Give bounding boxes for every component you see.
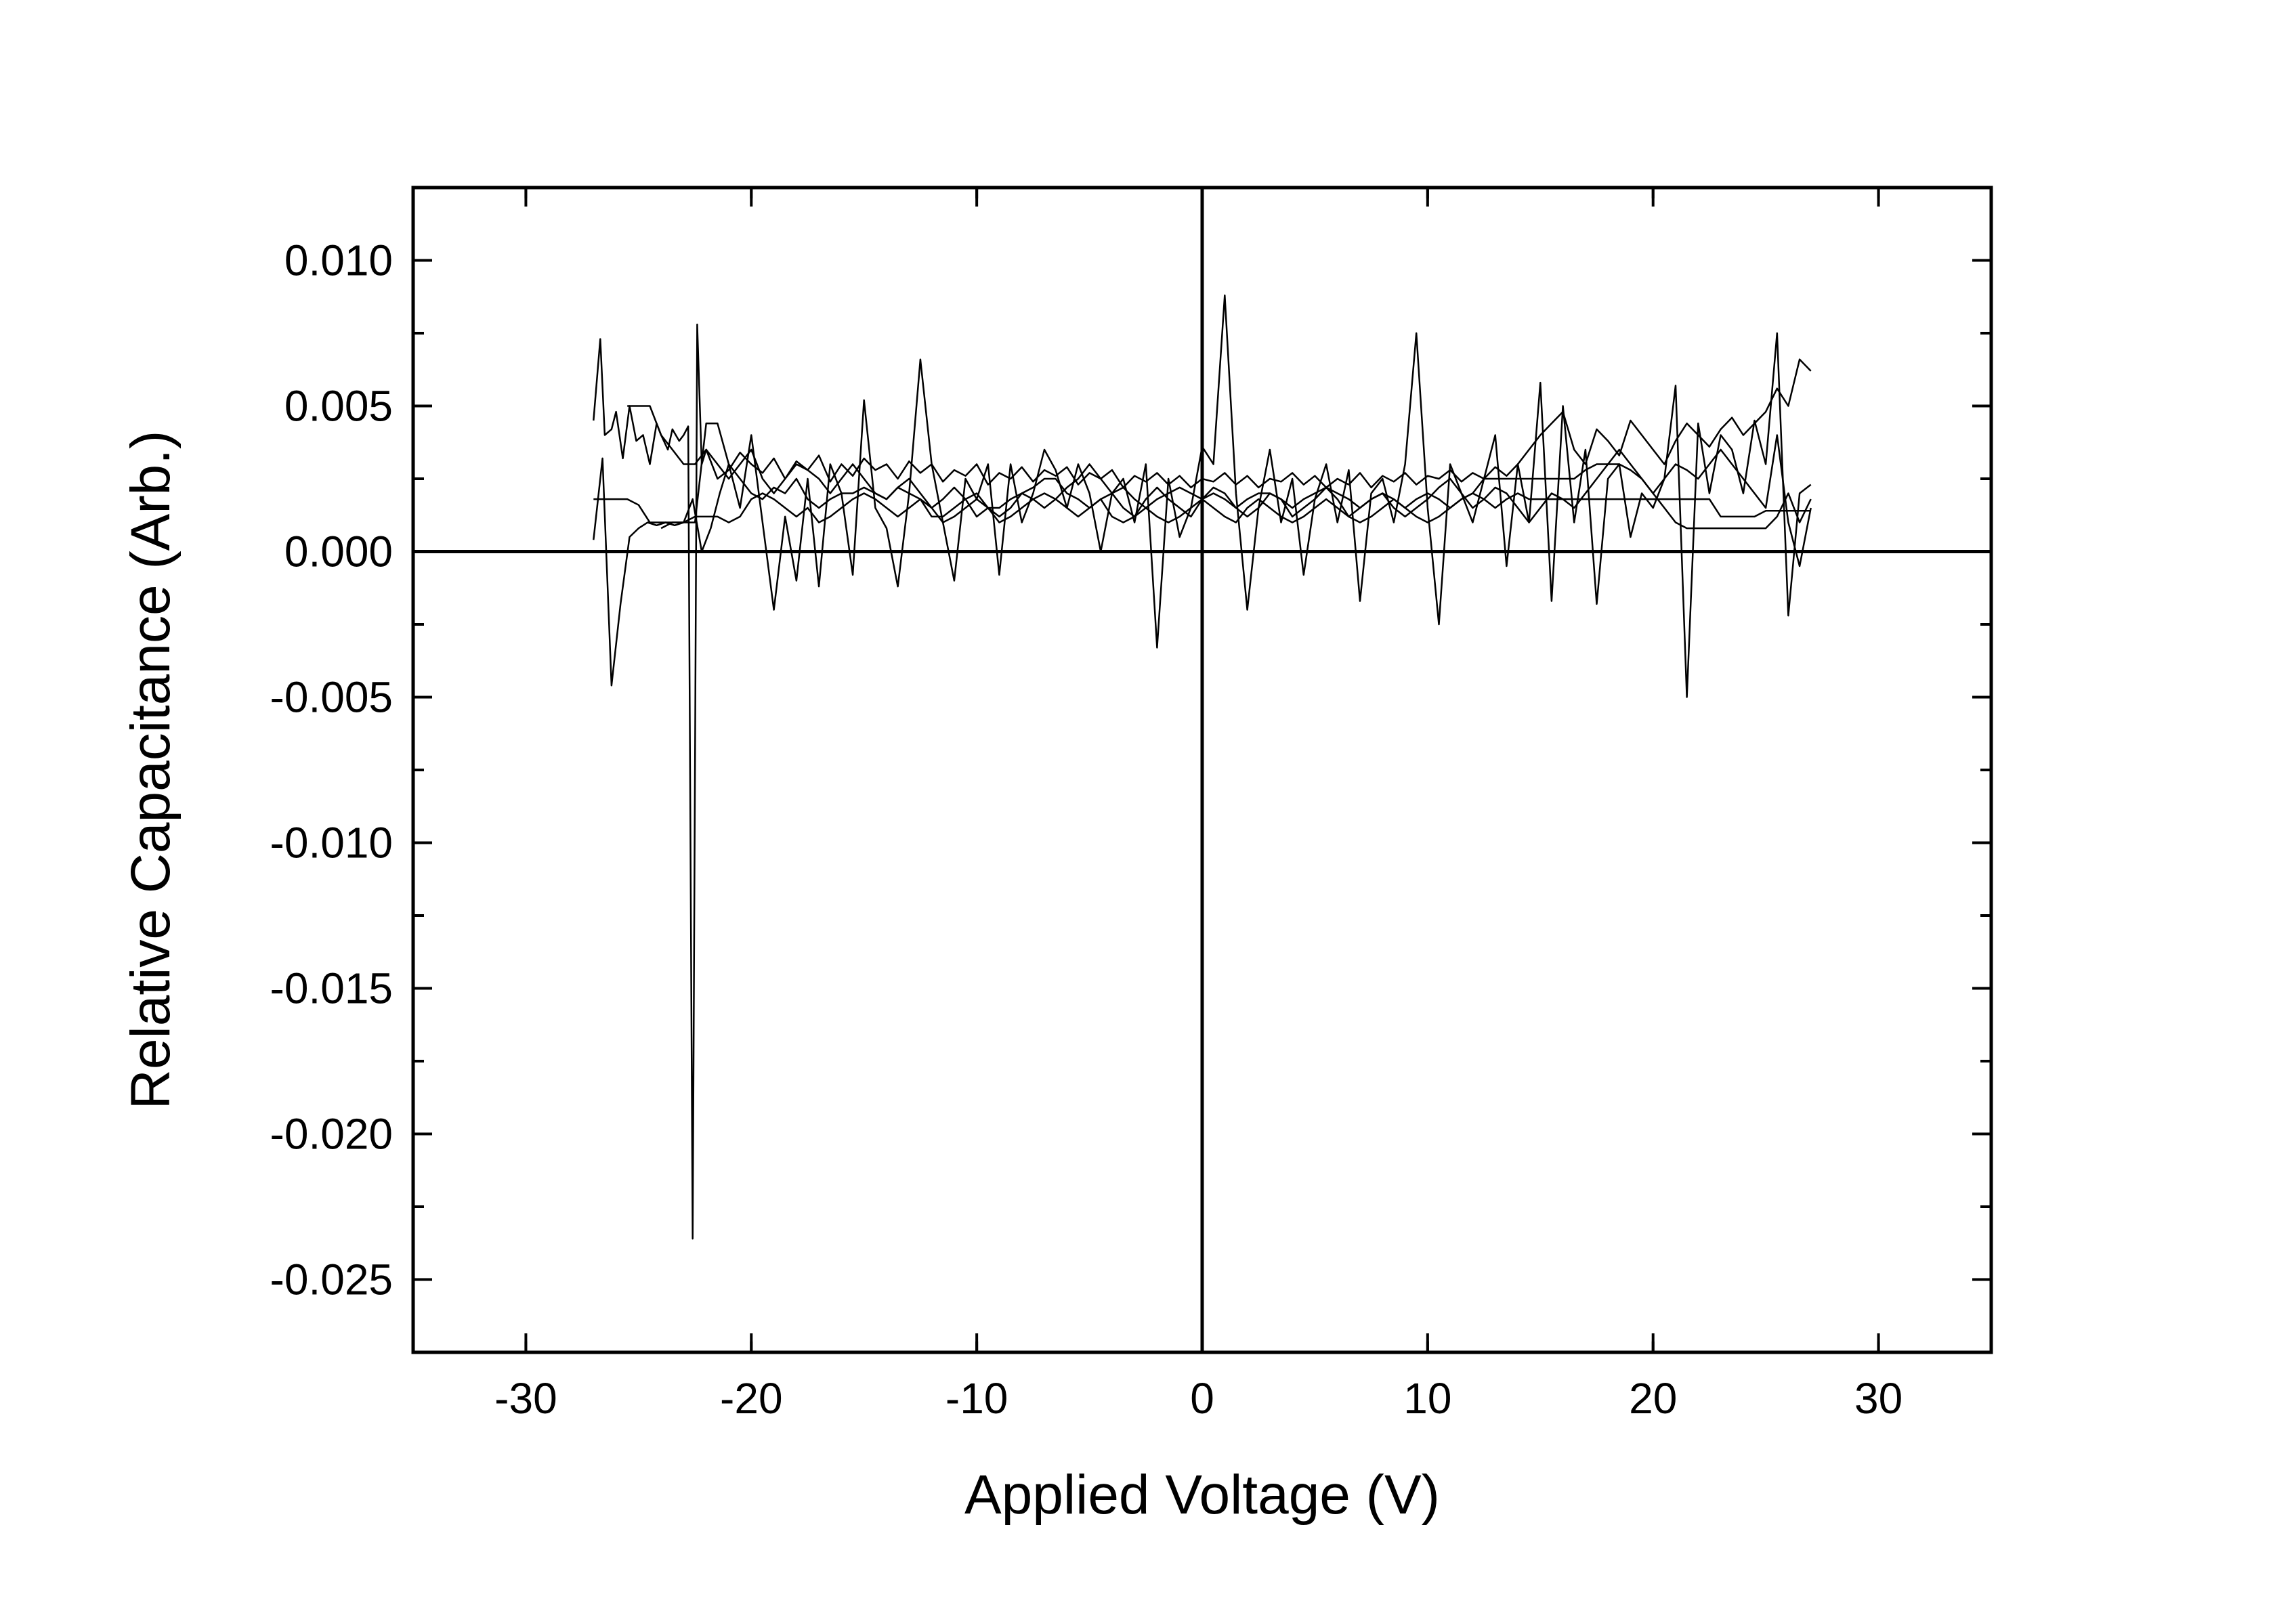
y-tick-label: 0.005 [284,382,393,431]
y-axis-label: Relative Capacitance (Arb.) [120,431,182,1110]
x-tick-label: 10 [1403,1374,1451,1423]
x-axis-label: Applied Voltage (V) [964,1464,1440,1526]
x-tick-label: -30 [494,1374,557,1423]
data-series [593,294,1812,1240]
x-tick-label: 0 [1190,1374,1214,1423]
zero-lines [413,188,1991,1352]
y-tick-label: -0.010 [270,819,393,867]
x-tick-label: 30 [1854,1374,1902,1423]
y-tick-label: 0.000 [284,528,393,576]
x-tick-label: 20 [1629,1374,1677,1423]
series-line-2 [593,294,1812,698]
x-tick-label: -20 [720,1374,783,1423]
x-tick-label: -10 [945,1374,1008,1423]
series-line-1 [593,323,1812,1240]
y-tick-label: -0.020 [270,1110,393,1159]
y-tick-label: 0.010 [284,236,393,285]
y-tick-label: -0.025 [270,1255,393,1304]
y-tick-label: -0.015 [270,964,393,1013]
series-line-5 [660,463,1812,530]
y-tick-label: -0.005 [270,673,393,722]
series-line-4 [627,405,1812,567]
tick-labels: -30 -20 -10 0 10 20 30 0.010 0.005 0.000 -0.005 -0.… [270,236,1903,1423]
